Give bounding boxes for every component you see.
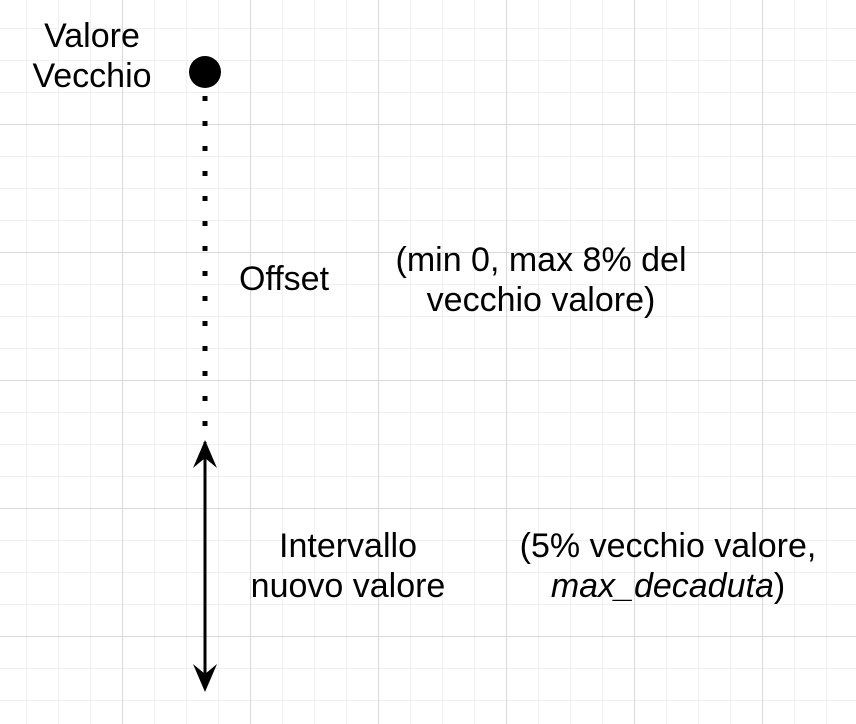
offset-note-line2: vecchio valore) [426,281,656,319]
old-value-label: Valore Vecchio [22,16,162,96]
interval-note-line2: max_decaduta) [490,566,846,606]
interval-note: (5% vecchio valore, max_decaduta) [490,526,846,606]
interval-label: Intervallo nuovo valore [228,526,468,606]
offset-note-line1: (min 0, max 8% del [395,241,687,279]
offset-note: (min 0, max 8% del vecchio valore) [368,240,714,320]
old-value-label-line2: Vecchio [32,57,152,95]
offset-label-text: Offset [238,260,330,298]
interval-label-line1: Intervallo [279,527,417,565]
interval-note-suffix: ) [773,567,786,605]
interval-label-line2: nuovo valore [250,567,446,605]
interval-note-line1: (5% vecchio valore, [519,527,817,565]
interval-arrowhead-top [193,440,217,468]
old-value-point [189,56,221,88]
interval-arrowhead-bottom [193,664,217,692]
offset-label: Offset [226,259,342,299]
old-value-label-line1: Valore [44,17,140,55]
interval-note-italic-text: max_decaduta [550,567,774,605]
